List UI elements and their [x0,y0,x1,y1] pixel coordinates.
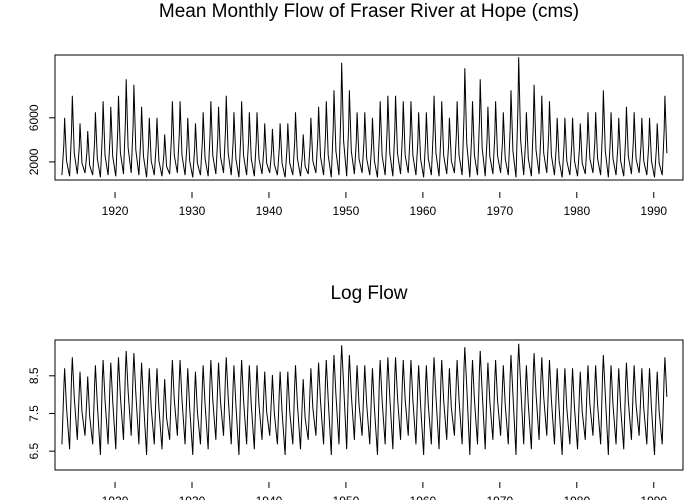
x-tick-label: 1930 [179,204,206,218]
x-tick-label: 1920 [102,494,129,500]
plot-frame [54,54,684,181]
y-tick-label: 6.5 [27,442,41,459]
flow-line [61,343,668,455]
y-tick-label: 6000 [27,104,41,131]
x-tick-label: 1990 [640,204,667,218]
x-tick-label: 1940 [256,204,283,218]
x-tick-label: 1950 [333,204,360,218]
y-tick-label: 2000 [27,148,41,175]
chart-title: Mean Monthly Flow of Fraser River at Hop… [159,1,579,22]
x-tick-label: 1970 [486,494,513,500]
x-tick-label: 1980 [563,494,590,500]
x-tick-label: 1930 [179,494,206,500]
x-tick-label: 1980 [563,204,590,218]
x-tick-label: 1950 [333,494,360,500]
chart-title: Log Flow [330,283,407,304]
y-tick-label: 8.5 [27,367,41,384]
plot-frame [54,339,684,471]
y-tick-label: 7.5 [27,405,41,422]
x-tick-label: 1940 [256,494,283,500]
x-tick-label: 1960 [410,494,437,500]
x-tick-label: 1970 [486,204,513,218]
x-tick-label: 1920 [102,204,129,218]
x-tick-label: 1990 [640,494,667,500]
flow-line [61,57,668,178]
x-tick-label: 1960 [410,204,437,218]
